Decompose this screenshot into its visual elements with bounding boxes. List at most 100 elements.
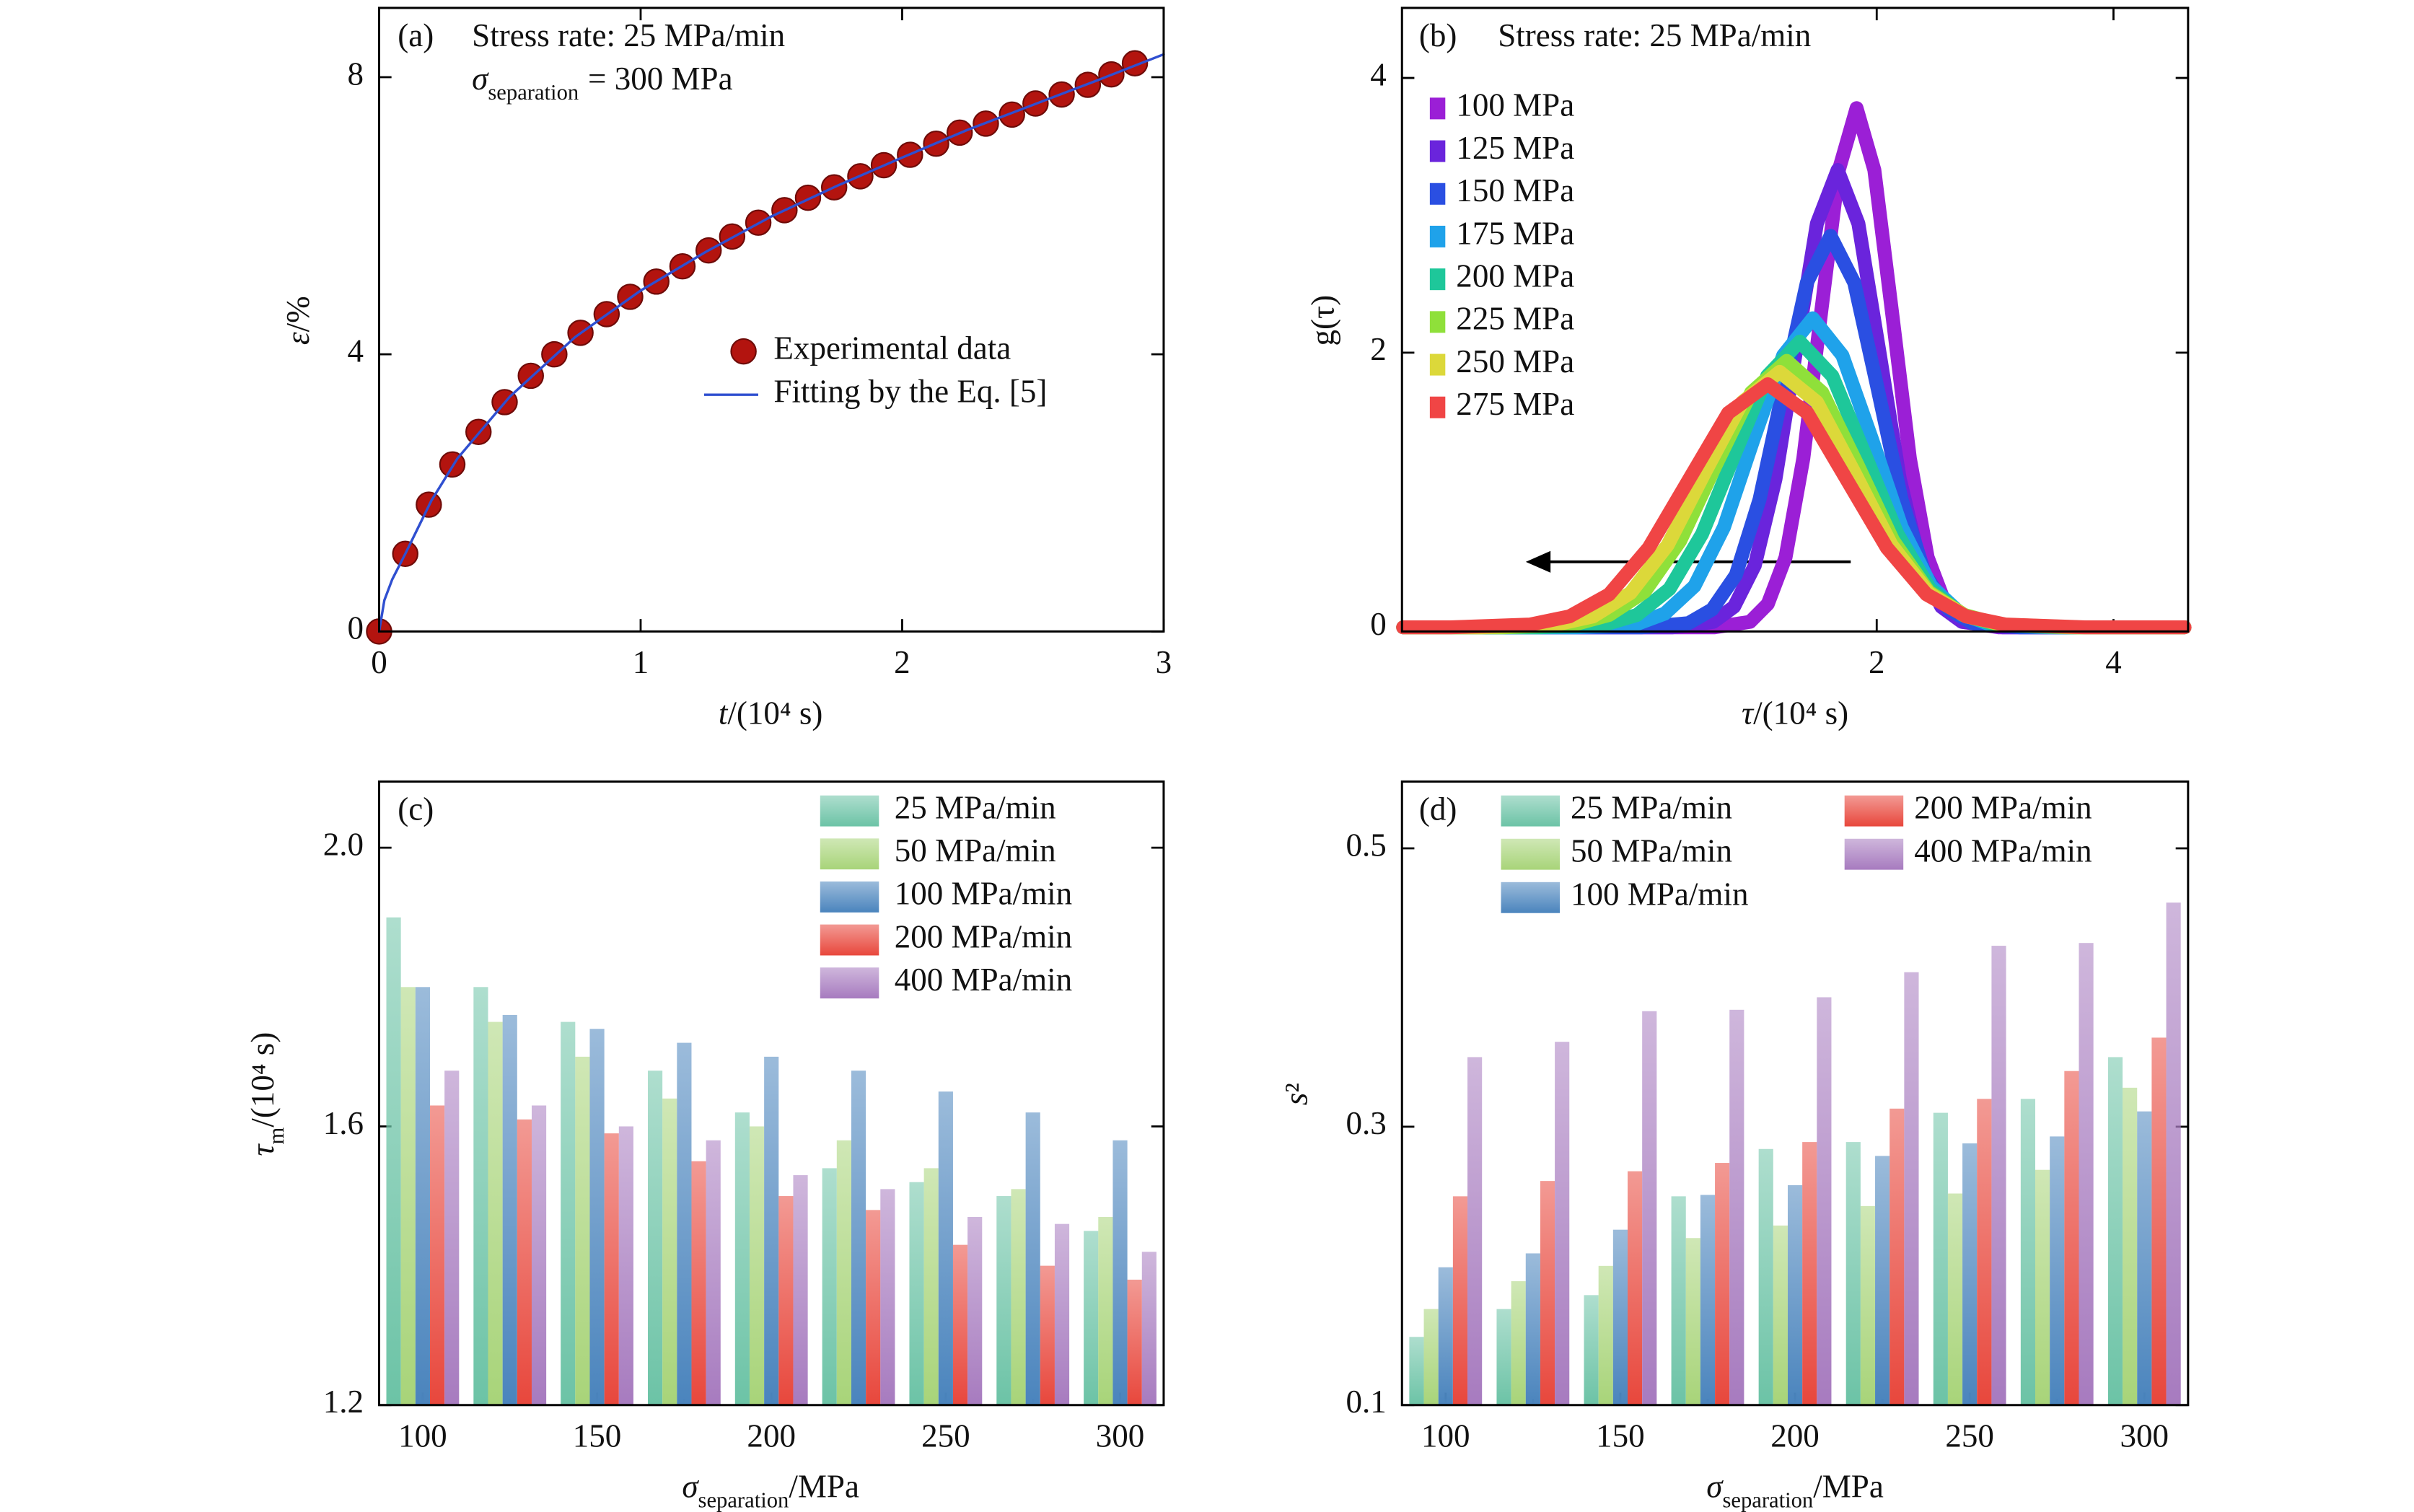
- plot-frame: [377, 6, 1165, 633]
- bar: [851, 1071, 866, 1405]
- y-tick-label: 0: [348, 610, 364, 646]
- legend-label: 25 MPa/min: [895, 789, 1056, 825]
- x-tick-label: 100: [398, 1418, 447, 1454]
- bar: [1991, 946, 2006, 1405]
- bar: [502, 1014, 517, 1405]
- label-part: σ: [682, 1469, 699, 1505]
- x-tick-label: 150: [1596, 1418, 1645, 1454]
- label-part: s: [1278, 1093, 1314, 1106]
- x-tick-label: 0: [371, 644, 387, 680]
- annotation: σseparation = 300 MPa: [472, 61, 732, 105]
- bar: [938, 1091, 953, 1405]
- x-axis-label: τ/(10⁴ s): [1742, 695, 1848, 731]
- bar: [822, 1168, 837, 1405]
- arrow: [1525, 550, 1851, 573]
- bar: [836, 1140, 851, 1405]
- legend-label: 225 MPa: [1456, 301, 1574, 337]
- label-part: ε: [281, 332, 317, 345]
- bar: [1438, 1267, 1453, 1405]
- bar: [444, 1071, 460, 1405]
- bar: [1904, 972, 1919, 1405]
- label-part: = 300 MPa: [588, 61, 733, 97]
- y-tick-label: 4: [348, 333, 364, 369]
- label-part: ²: [1278, 1083, 1314, 1093]
- legend-label: 25 MPa/min: [1571, 789, 1732, 825]
- legend-marker: [1501, 795, 1561, 827]
- annotation: (c): [398, 791, 434, 827]
- bar: [1540, 1181, 1555, 1405]
- legend-marker: [1501, 882, 1561, 913]
- bar: [1112, 1140, 1128, 1405]
- bar: [1628, 1171, 1643, 1405]
- x-tick-label: 250: [921, 1418, 970, 1454]
- label-part: /%: [281, 296, 317, 332]
- bar: [604, 1133, 619, 1405]
- legend-marker: [820, 924, 879, 956]
- bar: [1671, 1196, 1686, 1405]
- legend-label: 100 MPa: [1456, 87, 1574, 123]
- y-tick-label: 0.1: [1346, 1384, 1387, 1420]
- plot-frame: [1400, 6, 2190, 633]
- data-point: [794, 184, 822, 211]
- bar: [2050, 1136, 2065, 1405]
- bar: [1612, 1229, 1628, 1405]
- legend-marker: [820, 967, 879, 999]
- legend-label: Experimental data: [773, 330, 1011, 366]
- annotation: Stress rate: 25 MPa/min: [472, 17, 785, 53]
- bar: [1685, 1238, 1700, 1405]
- bar: [1098, 1217, 1113, 1405]
- bar: [1452, 1196, 1468, 1405]
- bar: [880, 1189, 895, 1405]
- label-part: /(10⁴ s): [727, 695, 822, 731]
- legend-marker: [820, 795, 879, 827]
- y-tick-label: 2: [1370, 331, 1387, 367]
- bar: [386, 917, 401, 1405]
- x-tick-label: 250: [1945, 1418, 1994, 1454]
- bar: [415, 987, 430, 1405]
- legend-label: 125 MPa: [1456, 130, 1574, 166]
- x-axis-label: σseparation/MPa: [1706, 1469, 1884, 1512]
- bar: [1409, 1337, 1424, 1405]
- bar: [734, 1112, 750, 1405]
- bar: [1817, 997, 1832, 1405]
- x-tick-label: 200: [747, 1418, 796, 1454]
- y-tick-label: 0: [1370, 606, 1387, 642]
- bar: [2137, 1111, 2152, 1405]
- x-tick-label: 2: [1869, 644, 1885, 680]
- bar: [1758, 1148, 1773, 1405]
- bar: [1011, 1189, 1026, 1405]
- bar: [1875, 1156, 1890, 1405]
- bar: [996, 1196, 1011, 1405]
- legend-label: 50 MPa/min: [1571, 833, 1732, 869]
- data-point: [1121, 50, 1149, 77]
- legend-label: Fitting by the Eq. [5]: [773, 374, 1047, 410]
- data-point: [998, 101, 1025, 128]
- bar: [1127, 1279, 1142, 1405]
- bar: [2064, 1071, 2079, 1405]
- legend-label: 100 MPa/min: [895, 876, 1072, 912]
- label-part: separation: [698, 1488, 789, 1512]
- legend-label: 150 MPa: [1456, 172, 1574, 208]
- bar: [1787, 1184, 1803, 1405]
- line-series: [377, 53, 1165, 633]
- bar: [561, 1021, 576, 1405]
- bar: [1962, 1143, 1978, 1405]
- legend-marker: [820, 838, 879, 870]
- legend-marker: [820, 881, 879, 913]
- bar: [691, 1161, 706, 1405]
- bar: [1025, 1112, 1040, 1405]
- x-tick-label: 150: [573, 1418, 622, 1454]
- bar: [706, 1140, 721, 1405]
- y-axis-label: ε/%: [281, 296, 317, 345]
- y-tick-label: 1.2: [323, 1384, 364, 1420]
- label-part: σ: [472, 61, 489, 97]
- bar: [2035, 1169, 2050, 1405]
- y-tick-label: 2.0: [323, 826, 364, 862]
- annotation: (a): [398, 17, 434, 53]
- bar: [2079, 943, 2094, 1405]
- legend-label: 275 MPa: [1456, 386, 1574, 422]
- x-tick-label: 100: [1421, 1418, 1470, 1454]
- y-tick-label: 0.5: [1346, 827, 1387, 863]
- bar: [1977, 1099, 1992, 1405]
